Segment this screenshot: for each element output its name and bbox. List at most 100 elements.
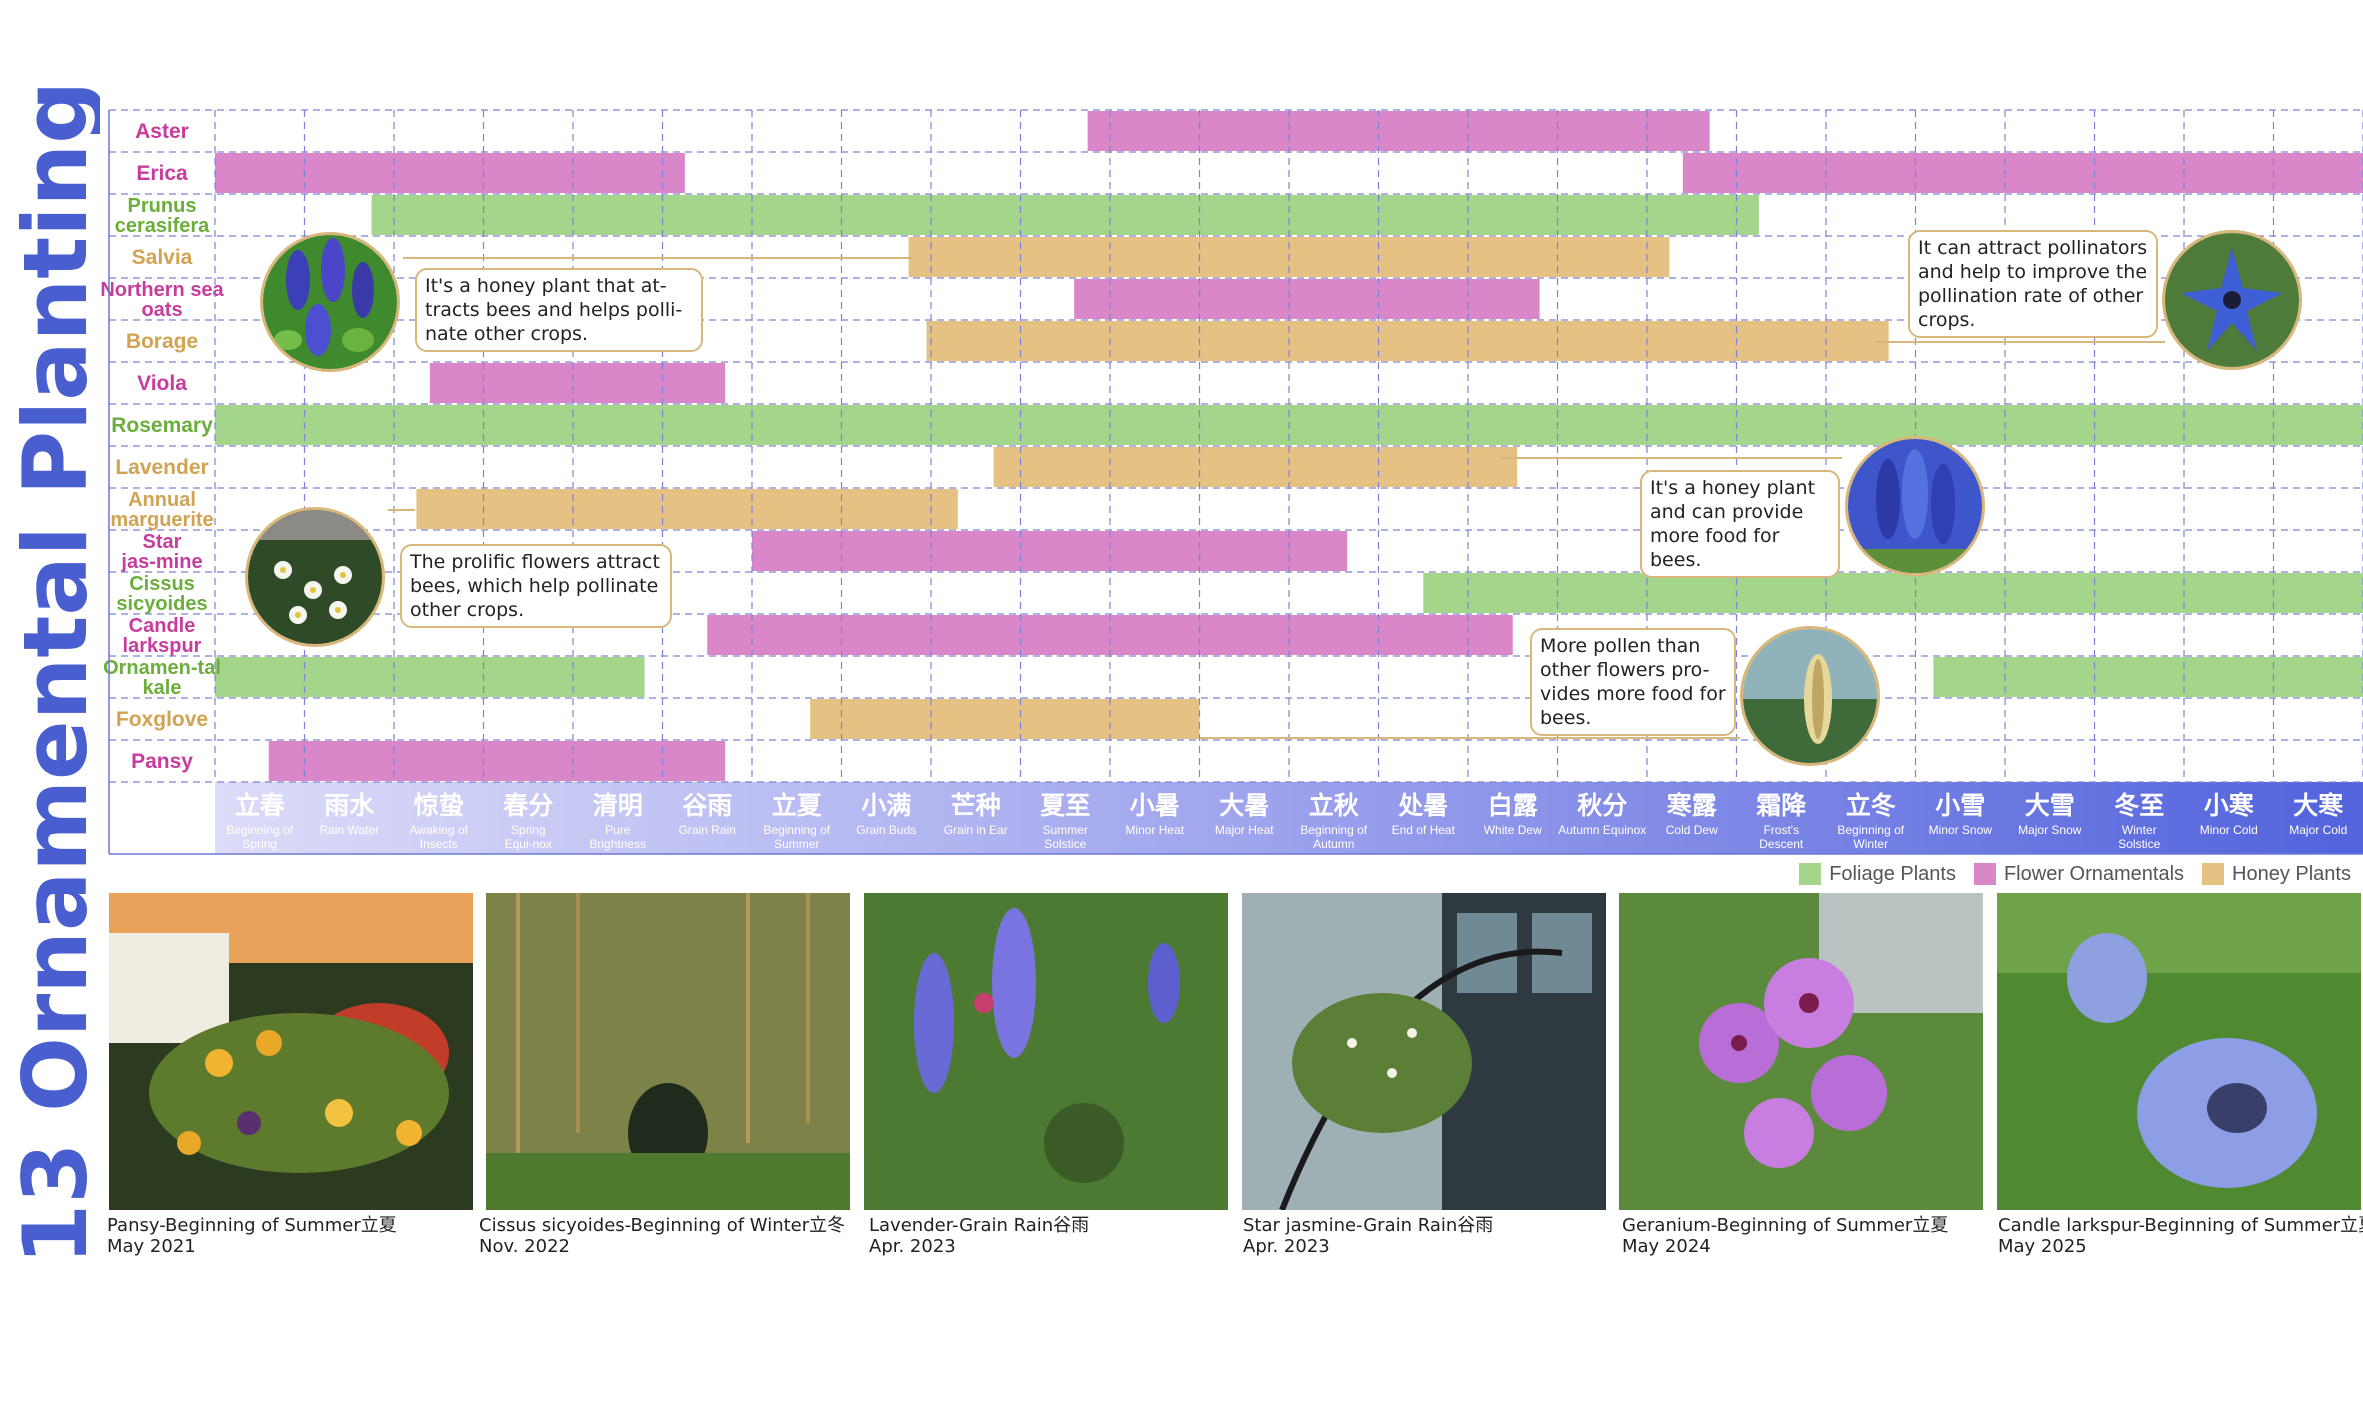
photo-lavender: [864, 893, 1228, 1210]
legend-label-foliage: Foliage Plants: [1829, 862, 1956, 885]
tick-label-en-11: Major Heat: [1215, 823, 1274, 837]
tick-label-en-9: Summer Solstice: [1043, 823, 1088, 851]
photo-geranium-image: [1619, 893, 1983, 1210]
photo-pansy: [109, 893, 473, 1210]
lavender-photo: [1845, 436, 1985, 576]
borage-photo-image: [2165, 233, 2299, 367]
tick-label-en-16: Cold Dew: [1666, 823, 1718, 837]
legend-item-foliage: Foliage Plants: [1799, 863, 1956, 886]
tick-label-en-15: Autumn Equinox: [1558, 823, 1646, 837]
row-label-borage: Borage: [126, 330, 198, 353]
photo-geranium: [1619, 893, 1983, 1210]
photo-candle-larkspur-image: [1997, 893, 2361, 1210]
caption-lavender: Lavender-Grain Rain谷雨 Apr. 2023: [869, 1215, 1089, 1257]
legend-swatch-honey: [2202, 863, 2225, 885]
tick-label-cn-6: 立夏: [772, 791, 823, 820]
bar-aster-0: [1087, 111, 1710, 151]
bar-candle-larkspur-0: [707, 615, 1513, 655]
caption-pansy: Pansy-Beginning of Summer立夏 May 2021: [107, 1215, 397, 1257]
photo-candle-larkspur: [1997, 893, 2361, 1210]
row-label-ornamen-tal-kale: Ornamen-tal kale: [103, 657, 221, 699]
caption-candle-larkspur-date: May 2025: [1998, 1236, 2087, 1257]
bar-northern-sea-oats-0: [1074, 279, 1540, 319]
bar-prunus-cerasifera-0: [371, 195, 1759, 235]
tick-label-cn-12: 立秋: [1309, 791, 1360, 820]
row-label-star-jas-mine: Star jas-mine: [120, 531, 202, 573]
chart-legend: Foliage Plants Flower Ornamentals Honey …: [1791, 860, 2351, 888]
caption-star-jasmine-date: Apr. 2023: [1243, 1236, 1330, 1257]
tick-label-cn-23: 大寒: [2293, 791, 2343, 820]
bar-annual-marguerite-0: [416, 489, 958, 529]
caption-cissus-title: Cissus sicyoides-Beginning of Winter立冬: [479, 1215, 846, 1236]
page-title-text: 13 Ornamental Planting: [4, 81, 100, 1265]
bar-ornamen-tal-kale-0: [215, 657, 645, 697]
tick-label-en-0: Beginning of Spring: [226, 823, 293, 851]
row-label-rosemary: Rosemary: [111, 414, 213, 437]
axis-header-background: [215, 782, 2363, 854]
photo-cissus-image: [486, 893, 850, 1210]
tick-label-cn-11: 大暑: [1219, 792, 1269, 820]
photo-star-jasmine: [1242, 893, 1606, 1210]
callout-marguerite-text: The prolific flowers attract bees, which…: [410, 551, 660, 621]
tick-label-cn-18: 立冬: [1846, 791, 1896, 820]
bar-star-jas-mine-0: [752, 531, 1348, 571]
tick-label-cn-15: 秋分: [1577, 792, 1627, 820]
page-title: 13 Ornamental Planting: [4, 81, 100, 1265]
tick-label-en-4: Pure Brightness: [589, 823, 646, 851]
tick-label-en-22: Minor Cold: [2200, 823, 2258, 837]
tick-label-cn-17: 霜降: [1756, 792, 1807, 820]
tick-label-en-8: Grain in Ear: [944, 823, 1008, 837]
tick-label-cn-14: 白露: [1488, 791, 1539, 820]
row-label-erica: Erica: [136, 162, 188, 185]
callout-lavender: It's a honey plant and can provide more …: [1640, 470, 1840, 578]
tick-label-cn-9: 夏至: [1040, 792, 1090, 820]
caption-lavender-title: Lavender-Grain Rain谷雨: [869, 1215, 1090, 1236]
tick-label-cn-1: 雨水: [324, 792, 375, 820]
row-label-lavender: Lavender: [115, 456, 208, 479]
bar-foxglove-0: [810, 699, 1200, 739]
tick-label-en-3: Spring Equi-nox: [505, 823, 552, 851]
caption-candle-larkspur-title: Candle larkspur-Beginning of Summer立夏: [1998, 1215, 2363, 1236]
bar-erica-1: [1682, 153, 2363, 193]
legend-label-flower: Flower Ornamentals: [2003, 862, 2185, 885]
callout-foxglove-text: More pollen than other flowers pro-vides…: [1540, 635, 1726, 729]
tick-label-cn-13: 处暑: [1397, 792, 1448, 820]
tick-label-cn-0: 立春: [235, 791, 285, 820]
tick-label-cn-21: 冬至: [2114, 791, 2164, 820]
row-label-annual-marguerite: Annual marguerite: [110, 489, 213, 531]
tick-label-en-13: End of Heat: [1392, 823, 1456, 837]
row-label-salvia: Salvia: [132, 246, 193, 269]
planting-calendar-chart: Aster Erica Prunus cerasifera Salvia Northern…: [100, 109, 2363, 855]
row-label-cissus-sicyoides: Cissus sicyoides: [116, 573, 207, 615]
row-label-pansy: Pansy: [131, 750, 193, 773]
legend-item-honey: Honey Plants: [2202, 863, 2351, 886]
callout-lavender-text: It's a honey plant and can provide more …: [1650, 477, 1816, 571]
callout-salvia: It's a honey plant that at-tracts bees a…: [415, 268, 703, 352]
tick-label-en-20: Major Snow: [2018, 823, 2082, 837]
tick-label-en-21: Winter Solstice: [2118, 823, 2160, 851]
tick-label-en-23: Major Cold: [2289, 823, 2347, 837]
caption-pansy-title: Pansy-Beginning of Summer立夏: [107, 1215, 397, 1236]
tick-label-cn-10: 小暑: [1130, 792, 1180, 820]
caption-cissus: Cissus sicyoides-Beginning of Winter立冬 N…: [479, 1215, 845, 1257]
caption-candle-larkspur: Candle larkspur-Beginning of Summer立夏 Ma…: [1998, 1215, 2363, 1257]
row-label-aster: Aster: [135, 120, 189, 143]
legend-item-flower: Flower Ornamentals: [1973, 862, 2185, 886]
legend-swatch-foliage: [1799, 863, 1822, 885]
callout-marguerite: The prolific flowers attract bees, which…: [400, 544, 672, 628]
borage-photo: [2162, 230, 2302, 370]
marguerite-photo: [245, 507, 385, 647]
caption-star-jasmine: Star jasmine-Grain Rain谷雨 Apr. 2023: [1243, 1215, 1493, 1257]
bar-lavender-0: [993, 447, 1518, 487]
row-label-candle-larkspur: Candle larkspur: [123, 615, 202, 657]
foxglove-photo: [1740, 626, 1880, 766]
callout-salvia-text: It's a honey plant that at-tracts bees a…: [425, 275, 683, 345]
tick-label-en-6: Beginning of Summer: [763, 823, 830, 851]
tick-label-en-5: Grain Rain: [679, 823, 736, 837]
row-label-northern-sea-oats: Northern sea oats: [100, 279, 224, 321]
photo-lavender-image: [864, 893, 1228, 1210]
tick-label-cn-3: 春分: [503, 791, 553, 820]
tick-label-en-17: Frost's Descent: [1759, 823, 1804, 851]
tick-label-cn-7: 小满: [861, 792, 911, 820]
bar-erica-0: [215, 153, 685, 193]
